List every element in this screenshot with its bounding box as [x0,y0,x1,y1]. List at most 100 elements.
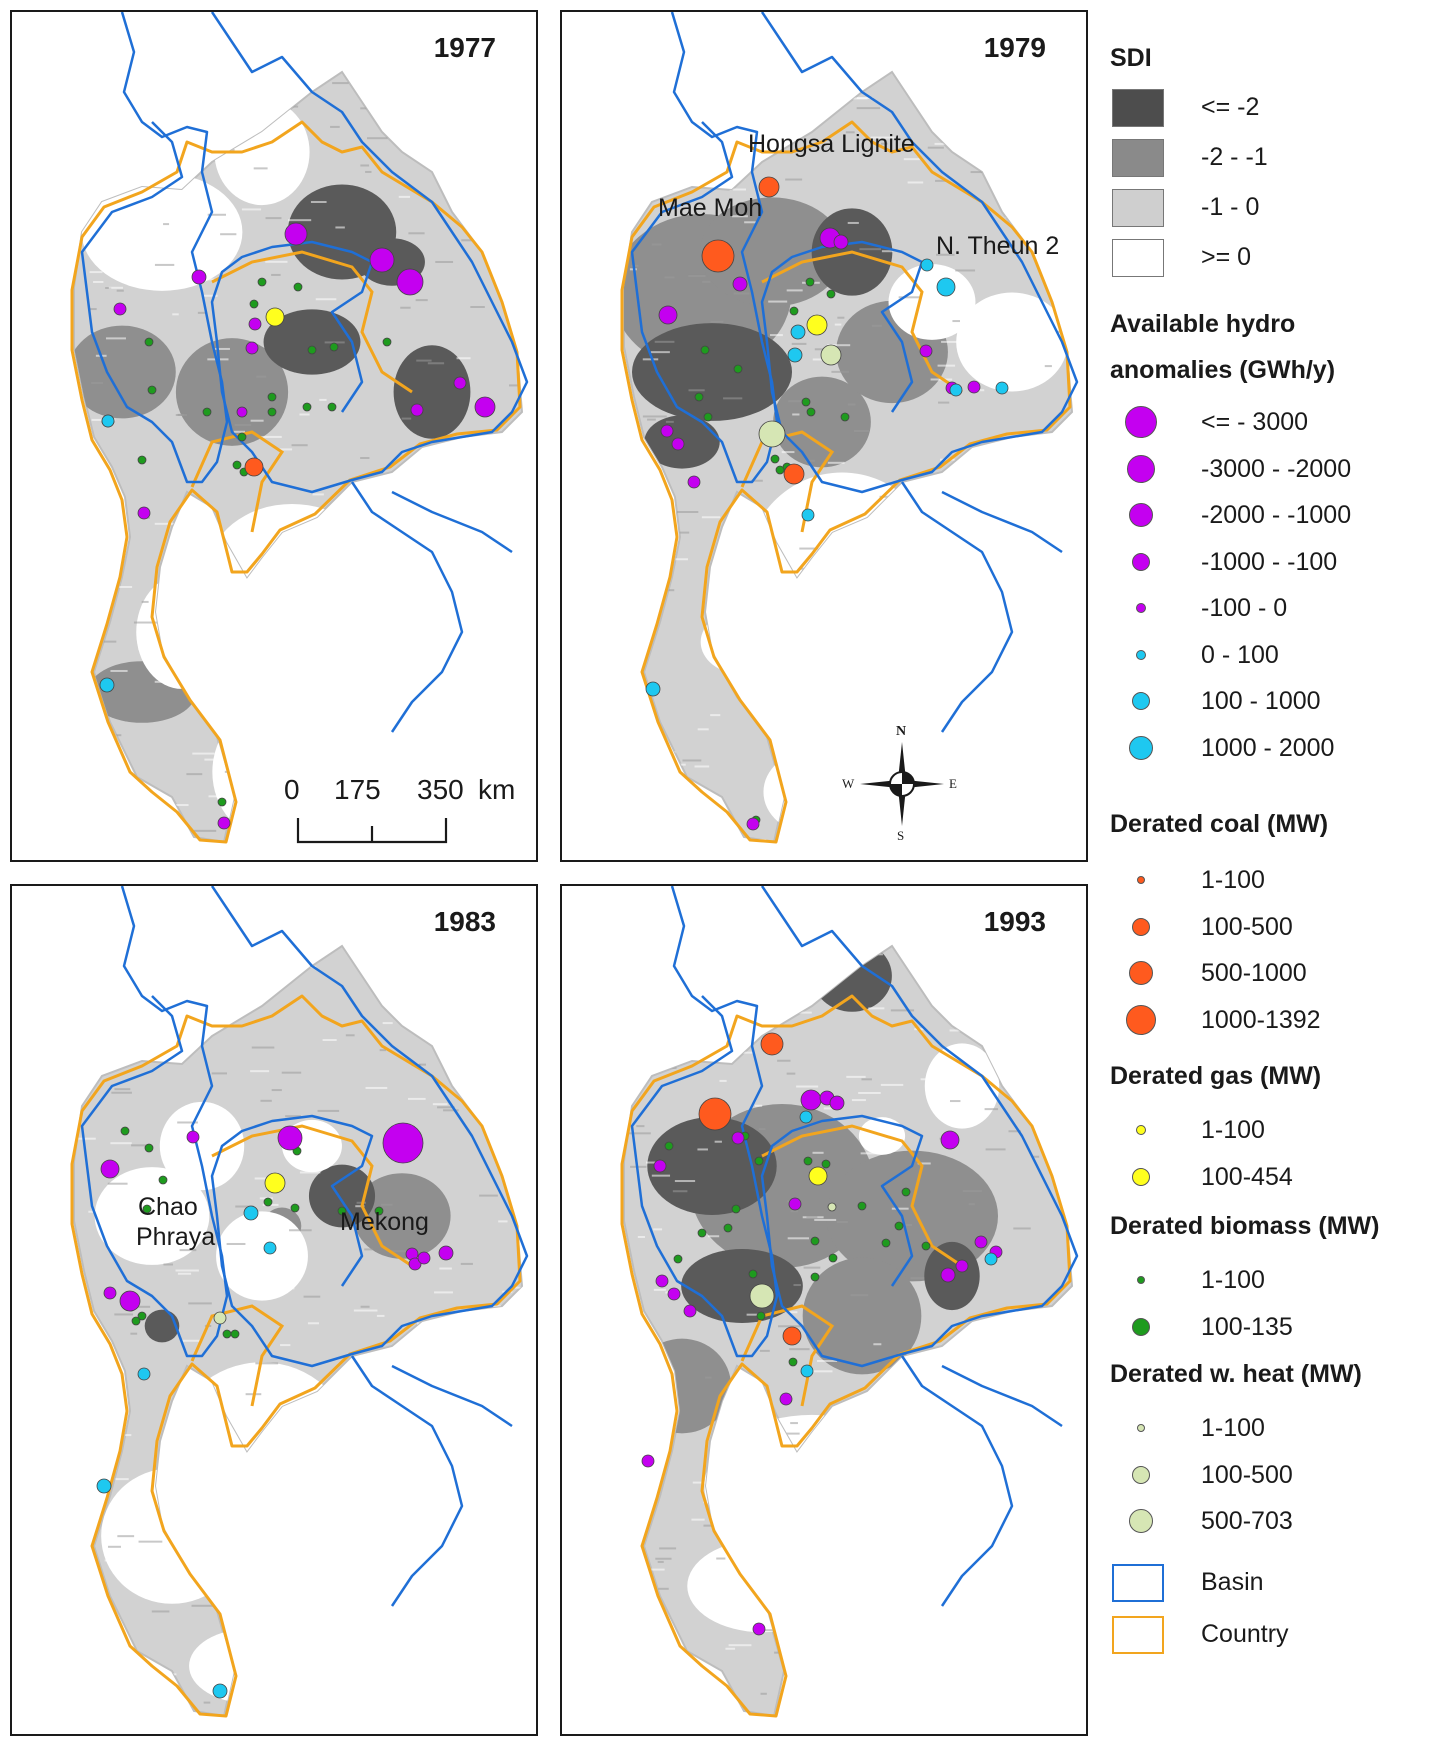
legend-hydro-label: -2000 - -1000 [1201,501,1352,529]
sdi-texture [952,320,960,323]
sdi-texture [1062,1100,1072,1103]
sdi-texture [364,608,375,611]
sdi-texture [398,542,406,545]
legend-gas-symbol [1108,1108,1166,1152]
sdi-texture [899,699,921,702]
gas-plant-marker [806,314,828,336]
sdi-texture [460,1262,473,1265]
legend-gas-symbol [1108,1155,1166,1199]
legend-gas-item: 100-454 [1108,1155,1438,1199]
biomass-plant-marker [158,1175,168,1185]
sdi-texture [1057,1036,1072,1039]
sdi-texture [382,583,406,586]
hydro-anomaly-marker [995,381,1009,395]
sdi-texture [651,1174,671,1177]
sdi-texture [107,1545,121,1548]
sdi-texture [1012,1462,1023,1465]
sdi-texture [179,1249,197,1252]
sdi-texture [154,522,176,525]
legend-coal-dot [1126,1004,1156,1035]
sdi-texture [174,804,189,807]
hydro-anomaly-marker [967,380,981,394]
sdi-texture [362,584,386,587]
sdi-texture [814,1218,837,1221]
sdi-texture [922,1575,933,1578]
sdi-texture [917,493,938,496]
sdi-texture [659,1547,677,1550]
sdi-texture [439,1267,452,1270]
sdi-texture [1017,1560,1033,1563]
sdi-texture [131,1144,147,1147]
sdi-texture [341,680,355,683]
sdi-texture [172,313,179,316]
sdi-texture [490,714,500,717]
scale-tick-350: 350 [417,774,464,805]
sdi-texture [709,1709,732,1712]
legend-hydro-item: -3000 - -2000 [1108,447,1438,491]
sdi-texture [524,1572,538,1574]
legend-hydro-label: 1000 - 2000 [1201,733,1335,762]
sdi-texture [1057,1386,1064,1389]
biomass-plant-marker [901,1187,911,1197]
biomass-plant-marker [202,407,212,417]
sdi-texture [793,1643,818,1646]
sdi-texture [367,137,388,140]
legend-heat-symbol [1108,1453,1166,1497]
sdi-texture [107,1182,128,1185]
sdi-texture [498,1220,508,1223]
sdi-texture [847,672,865,675]
country-swatch [1112,1616,1164,1654]
sdi-texture [682,759,702,762]
legend-heat-dot [1137,1424,1145,1432]
sdi-texture [834,323,842,326]
sdi-texture [790,1422,798,1425]
sdi-texture [434,1291,453,1294]
sdi-texture [765,112,785,115]
legend-coal-symbol [1108,905,1166,949]
sdi-texture [1064,1066,1072,1069]
sdi-texture [944,1665,957,1668]
sdi-texture [522,421,535,423]
sdi-texture [899,605,919,608]
sdi-texture [160,1495,173,1498]
sdi-texture [868,1007,885,1010]
biomass-plant-marker [327,402,337,412]
sdi-patch [393,345,471,439]
biomass-plant-marker [307,345,317,355]
sdi-texture [315,533,329,536]
sdi-texture [138,648,157,651]
sdi-texture [949,1029,968,1032]
hydro-anomaly-marker [101,414,115,428]
sdi-texture [910,1539,922,1542]
sdi-texture [362,1534,383,1537]
legend-sdi-item: <= -2 [1108,85,1438,129]
sdi-texture [117,1535,135,1538]
sdi-texture [479,1194,498,1197]
sdi-texture [806,1216,818,1219]
sdi-texture [714,1140,722,1143]
sdi-texture [339,1502,353,1505]
compass-s: S [897,828,905,843]
sdi-texture [725,1647,736,1650]
sdi-texture [191,1604,214,1607]
sdi-texture [517,175,522,178]
legend-coal-label: 1-100 [1201,866,1265,894]
sdi-texture [737,554,759,557]
sdi-texture [782,736,802,739]
sdi-texture [969,1660,990,1663]
legend-sdi-symbol [1108,85,1166,129]
sdi-texture [956,652,980,655]
sdi-texture [701,516,721,519]
panel-year: 1977 [433,32,496,63]
sdi-texture [1040,1717,1054,1719]
sdi-texture [100,1657,120,1660]
sdi-texture [1005,804,1013,807]
sdi-texture [769,334,783,337]
sdi-texture [1010,1422,1019,1425]
hydro-anomaly-marker [800,1364,814,1378]
sdi-texture [962,1697,978,1700]
sdi-texture [88,197,97,200]
legend-hydro-dot [1136,603,1146,613]
hydro-anomaly-marker [217,816,231,830]
sdi-texture [476,1006,496,1009]
